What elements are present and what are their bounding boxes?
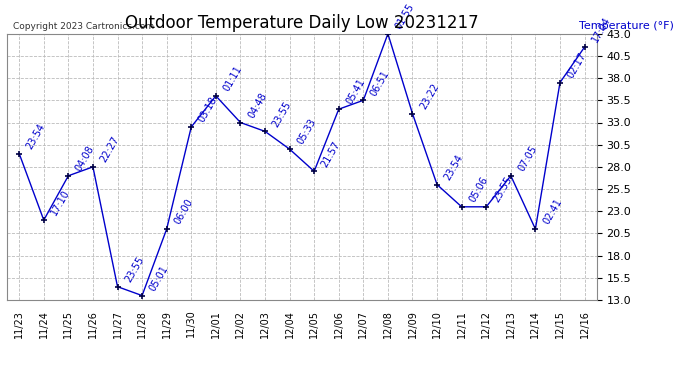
Text: 22:27: 22:27 bbox=[99, 135, 121, 164]
Title: Outdoor Temperature Daily Low 20231217: Outdoor Temperature Daily Low 20231217 bbox=[125, 14, 479, 32]
Text: 05:06: 05:06 bbox=[467, 175, 490, 204]
Text: 21:57: 21:57 bbox=[319, 139, 342, 168]
Text: 17:04: 17:04 bbox=[590, 15, 613, 44]
Text: Copyright 2023 Cartronics.com: Copyright 2023 Cartronics.com bbox=[13, 22, 154, 31]
Text: 04:08: 04:08 bbox=[74, 144, 97, 173]
Text: 23:22: 23:22 bbox=[418, 81, 441, 111]
Text: 23:54: 23:54 bbox=[442, 153, 465, 182]
Text: 01:11: 01:11 bbox=[221, 64, 244, 93]
Text: 02:17: 02:17 bbox=[566, 51, 588, 80]
Text: Temperature (°F): Temperature (°F) bbox=[579, 21, 673, 31]
Text: 23:55: 23:55 bbox=[492, 175, 515, 204]
Text: 05:01: 05:01 bbox=[148, 264, 170, 293]
Text: 03:18: 03:18 bbox=[197, 95, 219, 124]
Text: 17:10: 17:10 bbox=[49, 188, 72, 218]
Text: 06:00: 06:00 bbox=[172, 197, 195, 226]
Text: 23:55: 23:55 bbox=[123, 255, 146, 284]
Text: 23:54: 23:54 bbox=[25, 122, 48, 151]
Text: 23:55: 23:55 bbox=[270, 99, 293, 129]
Text: 04:48: 04:48 bbox=[246, 91, 268, 120]
Text: 05:41: 05:41 bbox=[344, 77, 367, 106]
Text: 07:05: 07:05 bbox=[516, 144, 539, 173]
Text: 01:55: 01:55 bbox=[393, 2, 416, 31]
Text: 06:51: 06:51 bbox=[369, 68, 391, 98]
Text: 05:33: 05:33 bbox=[295, 117, 317, 146]
Text: 02:41: 02:41 bbox=[541, 197, 564, 226]
